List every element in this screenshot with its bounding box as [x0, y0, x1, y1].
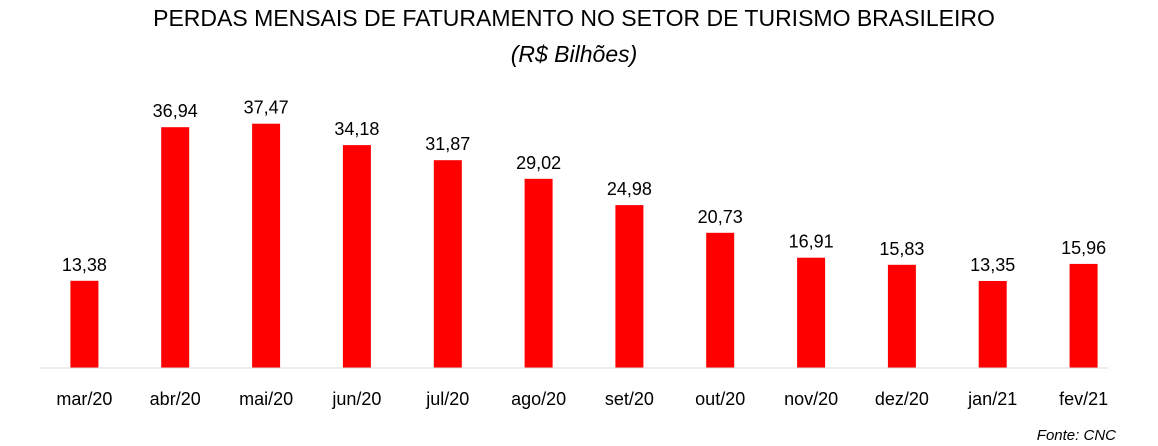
x-axis-ticks-group: mar/20 abr/20 mai/20 jun/20 jul/20 ago/20 set/… — [56, 389, 1108, 409]
chart-title: PERDAS MENSAIS DE FATURAMENTO NO SETOR D… — [153, 5, 995, 31]
bar-fev-21 — [1069, 263, 1098, 368]
bar-ago-20 — [524, 178, 553, 368]
x-tick-label-jun-20: jun/20 — [331, 389, 381, 409]
data-label-dez-20: 15,83 — [879, 239, 924, 259]
bar-dez-20 — [887, 264, 916, 368]
data-label-jan-21: 13,35 — [970, 255, 1015, 275]
data-label-jun-20: 34,18 — [334, 119, 379, 139]
data-label-abr-20: 36,94 — [153, 101, 198, 121]
x-tick-label-mar-20: mar/20 — [56, 389, 112, 409]
data-label-fev-21: 15,96 — [1061, 238, 1106, 258]
x-tick-label-jul-20: jul/20 — [425, 389, 469, 409]
data-labels-group: 13,38 36,94 37,47 34,18 31,87 29,02 24,98 20,73… — [62, 98, 1106, 275]
bar-out-20 — [706, 232, 735, 368]
data-label-nov-20: 16,91 — [789, 232, 834, 252]
x-tick-label-out-20: out/20 — [695, 389, 745, 409]
data-label-jul-20: 31,87 — [425, 134, 470, 154]
data-label-set-20: 24,98 — [607, 179, 652, 199]
x-tick-label-jan-21: jan/21 — [967, 389, 1017, 409]
chart-subtitle: (R$ Bilhões) — [511, 41, 638, 67]
bars-group — [70, 123, 1098, 368]
data-label-ago-20: 29,02 — [516, 153, 561, 173]
bar-abr-20 — [161, 127, 190, 368]
x-tick-label-fev-21: fev/21 — [1059, 389, 1108, 409]
data-label-out-20: 20,73 — [698, 207, 743, 227]
source-note: Fonte: CNC — [1037, 427, 1116, 444]
x-tick-label-mai-20: mai/20 — [239, 389, 293, 409]
bar-jan-21 — [978, 281, 1007, 368]
x-tick-label-ago-20: ago/20 — [511, 389, 566, 409]
bar-nov-20 — [797, 257, 826, 368]
bar-mar-20 — [70, 280, 99, 368]
bar-jun-20 — [342, 145, 371, 368]
x-tick-label-nov-20: nov/20 — [784, 389, 838, 409]
data-label-mai-20: 37,47 — [244, 98, 289, 118]
bar-jul-20 — [433, 160, 462, 368]
bar-mai-20 — [252, 123, 281, 368]
x-tick-label-abr-20: abr/20 — [150, 389, 201, 409]
x-tick-label-set-20: set/20 — [605, 389, 654, 409]
x-tick-label-dez-20: dez/20 — [875, 389, 929, 409]
data-label-mar-20: 13,38 — [62, 255, 107, 275]
bar-set-20 — [615, 205, 644, 368]
